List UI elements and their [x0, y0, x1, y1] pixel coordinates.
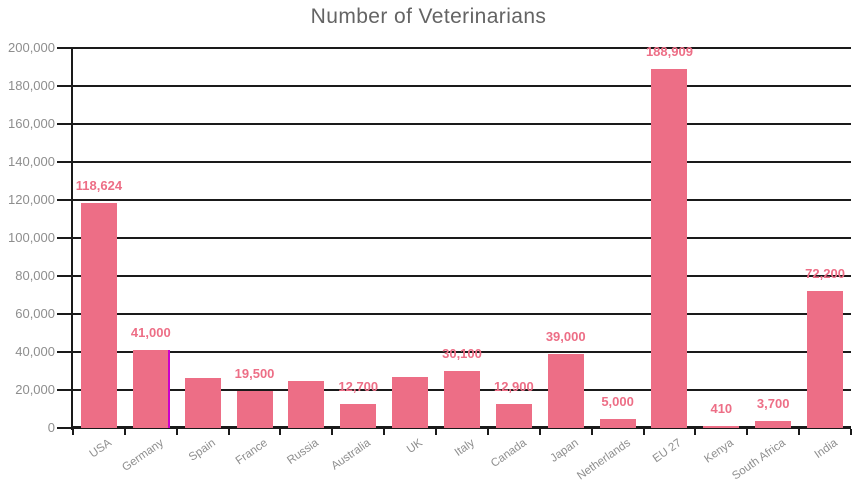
- y-axis-tick: [57, 275, 73, 277]
- x-axis-label-netherlands: Netherlands: [574, 437, 633, 483]
- x-axis-label-kenya: Kenya: [702, 437, 737, 466]
- y-axis-tick: [57, 237, 73, 239]
- x-axis-label-spain: Spain: [186, 437, 218, 464]
- x-axis-tick: [642, 429, 645, 435]
- gridline: [73, 237, 851, 239]
- bar-uk: [392, 376, 429, 428]
- bar-value-label-italy: 30,100: [442, 345, 482, 361]
- bar-value-label-usa: 118,624: [75, 177, 123, 193]
- x-axis-tick: [798, 429, 801, 435]
- gridline: [73, 123, 851, 125]
- bar-value-label-france: 19,500: [234, 365, 275, 381]
- x-axis-tick: [331, 429, 334, 435]
- x-axis-label-japan: Japan: [548, 437, 581, 465]
- x-axis-tick: [72, 429, 74, 435]
- x-axis-label-uk: UK: [405, 437, 426, 456]
- y-axis-tick-label: 100,000: [8, 230, 55, 245]
- y-axis-labels: 0 20,000 40,000 60,000 80,000 100,000 120,000 1…: [0, 41, 55, 435]
- x-axis-label-south-africa: South Africa: [730, 437, 789, 483]
- x-axis-tick: [383, 429, 386, 435]
- x-axis-tick: [538, 429, 541, 435]
- bar-australia: [340, 403, 377, 428]
- bar-eu-27: [651, 69, 688, 428]
- bar-value-label-south-africa: 3,700: [756, 395, 790, 411]
- y-axis-tick-label: 40,000: [15, 344, 55, 359]
- gridline: [73, 351, 851, 353]
- y-axis-tick: [57, 161, 73, 163]
- bar-germany: [132, 350, 169, 428]
- bar-india: [807, 290, 844, 428]
- bar-japan: [547, 353, 584, 428]
- x-axis-label-india: India: [812, 437, 840, 462]
- gridline: [73, 161, 851, 163]
- y-axis-tick-label: 140,000: [8, 154, 55, 169]
- x-axis-label-russia: Russia: [285, 437, 322, 467]
- y-axis-tick: [57, 47, 73, 49]
- x-axis-tick: [746, 429, 749, 435]
- bar-south-africa: [755, 420, 792, 428]
- x-axis-tick: [694, 429, 697, 435]
- bar-value-label-australia: 12,700: [338, 378, 379, 394]
- gridline: [73, 313, 851, 315]
- bar-value-label-germany: 41,000: [130, 325, 171, 341]
- bar-value-label-eu-27: 188,909: [645, 44, 693, 60]
- y-axis-tick-label: 0: [47, 420, 55, 435]
- y-axis-tick: [57, 313, 73, 315]
- x-axis-tick: [175, 429, 178, 435]
- y-axis-tick-label: 80,000: [15, 268, 55, 283]
- bar-usa: [80, 202, 117, 428]
- y-axis-tick: [57, 427, 73, 429]
- bar-value-label-canada: 12,900: [493, 378, 534, 394]
- y-axis-tick-label: 180,000: [8, 78, 55, 93]
- bar-value-label-india: 72,200: [805, 265, 845, 281]
- gridline: [73, 275, 851, 277]
- x-axis-tick: [850, 429, 852, 435]
- chart-title: Number of Veterinarians: [310, 5, 547, 28]
- bar-netherlands: [599, 418, 636, 428]
- bar-kenya: [703, 425, 740, 428]
- bar-canada: [495, 403, 532, 428]
- bar-value-label-kenya: 410: [710, 400, 733, 416]
- vertical-marker-line: [168, 350, 170, 428]
- bar-france: [236, 390, 273, 428]
- x-axis-label-france: France: [233, 437, 270, 468]
- x-axis-label-australia: Australia: [329, 437, 374, 473]
- gridline: [73, 47, 851, 49]
- x-axis-label-eu-27: EU 27: [651, 437, 685, 466]
- y-axis-tick: [57, 199, 73, 201]
- x-axis-tick: [435, 429, 438, 435]
- gridline: [73, 85, 851, 87]
- bar-italy: [444, 370, 480, 428]
- bar-value-label-japan: 39,000: [545, 328, 586, 344]
- y-axis-tick-label: 60,000: [15, 306, 55, 321]
- bar-russia: [288, 381, 325, 428]
- y-axis-tick: [57, 123, 73, 125]
- plot-area: 118,624 41,000 19,500 12,700 30,100 12,900 39,…: [57, 44, 852, 435]
- bar-spain: [184, 377, 221, 428]
- x-axis-label-canada: Canada: [488, 437, 529, 470]
- x-axis-tick: [486, 429, 489, 435]
- y-axis-tick-label: 200,000: [8, 40, 55, 55]
- x-axis-label-usa: USA: [87, 437, 114, 461]
- y-axis-tick: [57, 389, 73, 391]
- x-axis-label-italy: Italy: [452, 437, 477, 459]
- y-axis-tick: [57, 85, 73, 87]
- gridline: [73, 199, 851, 201]
- y-axis-tick-label: 160,000: [8, 116, 55, 131]
- y-axis-line: [71, 48, 73, 430]
- x-axis-tick: [590, 429, 593, 435]
- bar-value-label-netherlands: 5,000: [601, 393, 634, 409]
- x-axis-tick: [227, 429, 230, 435]
- x-axis-tick: [123, 429, 126, 435]
- x-axis-tick: [279, 429, 282, 435]
- y-axis-tick-label: 120,000: [8, 192, 55, 207]
- x-axis-label-germany: Germany: [120, 437, 166, 474]
- y-axis-tick: [57, 351, 73, 353]
- y-axis-tick-label: 20,000: [15, 382, 55, 397]
